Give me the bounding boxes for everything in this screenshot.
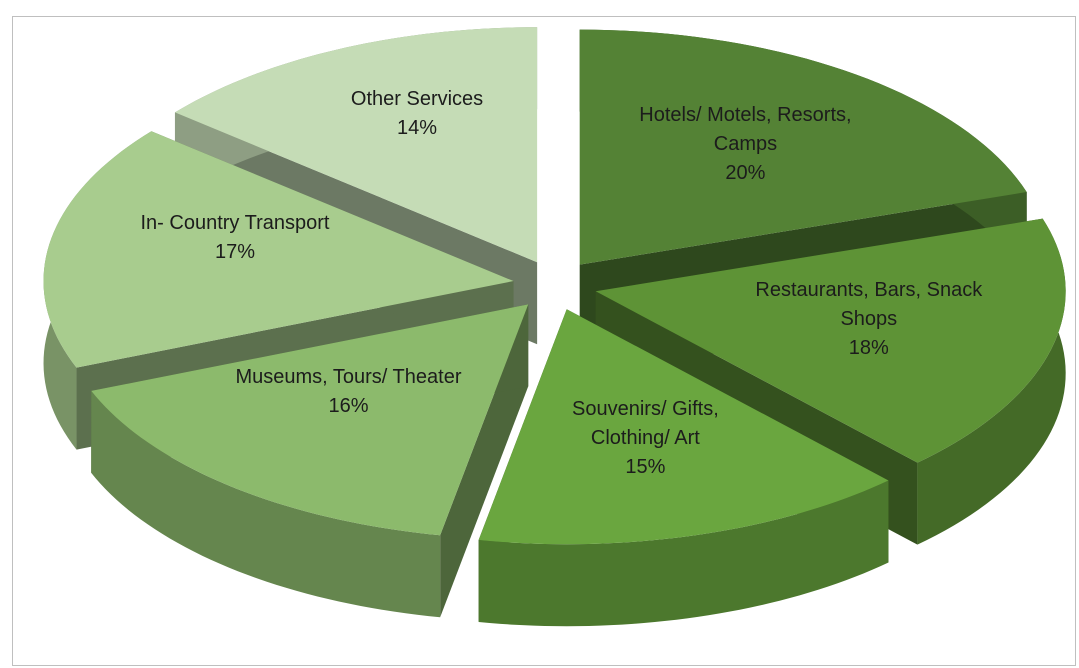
category-label: Souvenirs/ Gifts, Clothing/ Art [572,397,719,449]
slice-top [174,27,538,263]
slice-label: Other Services 14% [302,85,532,143]
category-label: Museums, Tours/ Theater [235,366,462,389]
slice-top [579,29,1027,265]
slice-top [91,304,529,536]
slice-label: Restaurants, Bars, Snack Shops 18% [754,276,984,363]
value-label: 15% [625,455,666,478]
category-label: Hotels/ Motels, Resorts, Camps [639,103,852,155]
value-label: 18% [848,337,889,360]
chart-frame [12,16,1076,666]
slice-label: Museums, Tours/ Theater 16% [233,363,463,421]
value-label: 17% [214,241,255,263]
value-label: 16% [328,395,369,418]
slice-top [43,131,514,368]
category-label: Restaurants, Bars, Snack Shops [755,279,983,331]
value-label: 14% [397,116,438,139]
slice-label: Hotels/ Motels, Resorts, Camps 20% [630,101,860,188]
slice-label: In- Country Transport 17% [120,209,350,267]
slice-wall [478,480,889,627]
slice [91,304,529,618]
slice-top [478,309,889,545]
value-label: 20% [725,161,766,184]
slice-top [595,218,1066,463]
slice-wall [917,218,1066,545]
category-label: In- Country Transport [140,212,330,234]
slice-wall [91,390,441,618]
slice-label: Souvenirs/ Gifts, Clothing/ Art 15% [530,395,760,482]
category-label: Other Services [350,87,484,110]
slice [478,309,889,627]
